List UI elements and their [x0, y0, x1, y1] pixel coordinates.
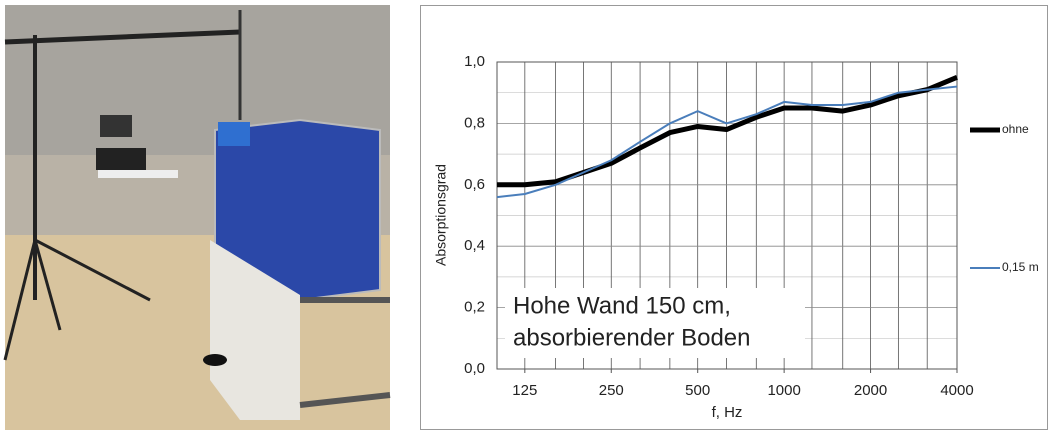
photo-leg — [33, 239, 62, 331]
legend-label: 0,15 m — [1002, 260, 1039, 274]
annotation-box — [505, 288, 805, 358]
x-tick-label: 250 — [599, 382, 624, 399]
y-tick-label: 0,0 — [464, 360, 485, 377]
x-tick-label: 2000 — [854, 382, 887, 399]
y-tick-label: 1,0 — [464, 53, 485, 70]
photo-laptop — [100, 115, 132, 137]
annotation: absorbierender Boden — [513, 324, 751, 351]
photo-leg — [3, 239, 37, 361]
photo — [3, 5, 391, 430]
plot-frame — [496, 61, 958, 370]
legend-label: ohne — [1002, 122, 1029, 136]
x-axis-label: f, Hz — [712, 404, 743, 421]
chart-frame — [420, 5, 1048, 430]
x-tick-label: 500 — [685, 382, 710, 399]
x-tick-label: 4000 — [940, 382, 973, 399]
y-tick-label: 0,2 — [464, 299, 485, 316]
annotation: Hohe Wand 150 cm, — [513, 292, 731, 319]
photo-boom — [4, 29, 241, 45]
y-tick-label: 0,8 — [464, 114, 485, 131]
x-tick-label: 125 — [512, 382, 537, 399]
chart: 0,0 0,2 0,4 0,6 0,8 1,0 125 250 500 1000 2000 4000 H… — [464, 53, 1039, 399]
photo-table — [98, 170, 178, 178]
y-tick-label: 0,6 — [464, 176, 485, 193]
photo-leg — [34, 238, 151, 302]
photo-microphone — [203, 354, 227, 366]
photo-board — [210, 240, 300, 420]
photo-rail — [299, 392, 391, 408]
y-tick-label: 0,4 — [464, 237, 485, 254]
photo-speaker — [218, 122, 250, 146]
x-tick-label: 1000 — [767, 382, 800, 399]
y-axis-label: Absorptionsgrad — [433, 164, 449, 266]
series-line — [496, 85, 958, 199]
photo-device — [96, 148, 146, 170]
